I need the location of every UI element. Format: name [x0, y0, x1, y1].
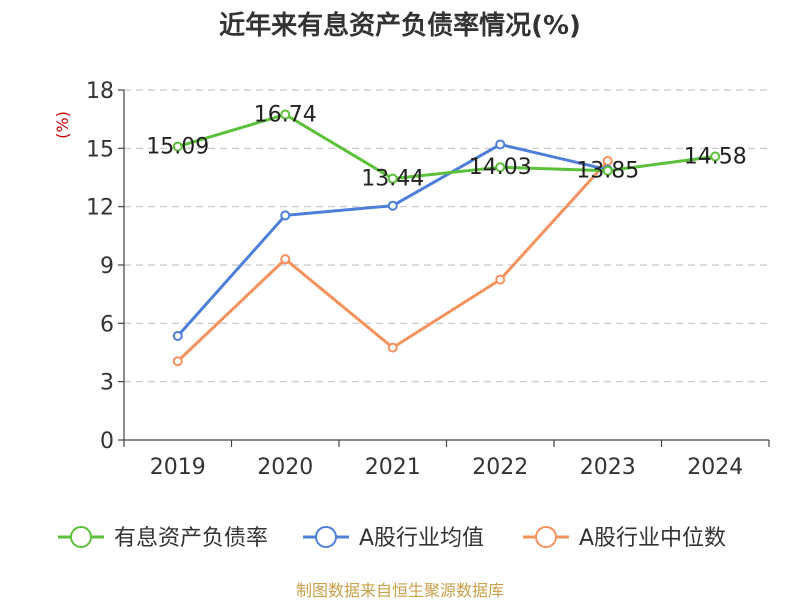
- data-point: [495, 139, 506, 150]
- x-tick-label: 2019: [150, 455, 206, 480]
- data-point: [602, 165, 613, 176]
- series-3: [172, 155, 613, 367]
- data-point: [387, 342, 398, 353]
- data-point: [387, 173, 398, 184]
- y-axis-unit-label: (%): [53, 111, 72, 139]
- y-tick-label: 6: [100, 312, 114, 337]
- data-point: [387, 200, 398, 211]
- y-tick-label: 0: [100, 429, 114, 454]
- x-tick-label: 2021: [365, 455, 421, 480]
- data-point: [495, 274, 506, 285]
- series-layer: [172, 109, 721, 367]
- legend-item-1: 有息资产负债率: [58, 526, 268, 551]
- data-labels: 15.09 16.74 13.44 14.03 13.85 14.58: [146, 103, 746, 192]
- data-point: [280, 210, 291, 221]
- legend-item-3: A股行业中位数: [523, 526, 726, 551]
- data-label: 14.03: [469, 155, 532, 180]
- x-tick-label: 2023: [580, 455, 636, 480]
- legend-label: A股行业均值: [359, 526, 484, 551]
- legend-label: 有息资产负债率: [114, 526, 268, 551]
- data-label: 13.44: [361, 167, 424, 192]
- x-tick-label: 2024: [687, 455, 743, 480]
- y-tick-label: 12: [86, 196, 114, 221]
- x-tick-label: 2022: [472, 455, 528, 480]
- data-point: [280, 254, 291, 265]
- y-tick-label: 15: [86, 137, 114, 162]
- legend-marker: [535, 526, 557, 548]
- legend-marker: [70, 526, 92, 548]
- legend: 有息资产负债率 A股行业均值 A股行业中位数: [58, 526, 726, 551]
- chart-title: 近年来有息资产负债率情况(%): [219, 10, 581, 41]
- source-note: 制图数据来自恒生聚源数据库: [296, 581, 504, 600]
- y-tick-label: 18: [86, 79, 114, 104]
- data-label: 14.58: [684, 145, 747, 170]
- data-point: [172, 356, 183, 367]
- data-point: [495, 162, 506, 173]
- data-label: 15.09: [146, 135, 209, 160]
- series-line: [177, 113, 716, 181]
- data-point: [710, 151, 721, 162]
- data-point: [172, 330, 183, 341]
- legend-item-2: A股行业均值: [303, 526, 484, 551]
- legend-label: A股行业中位数: [579, 526, 726, 551]
- legend-marker: [315, 526, 337, 548]
- axes: 0 3 6 9 12 15 18 2019 2020 2021 2022 2023 2024: [86, 79, 770, 480]
- y-tick-label: 3: [100, 371, 114, 396]
- x-tick-label: 2020: [257, 455, 313, 480]
- series-1: [172, 109, 721, 184]
- y-tick-label: 9: [100, 254, 114, 279]
- data-point: [280, 109, 291, 120]
- data-label: 13.85: [576, 159, 639, 184]
- data-point: [172, 141, 183, 152]
- data-label: 16.74: [254, 103, 317, 128]
